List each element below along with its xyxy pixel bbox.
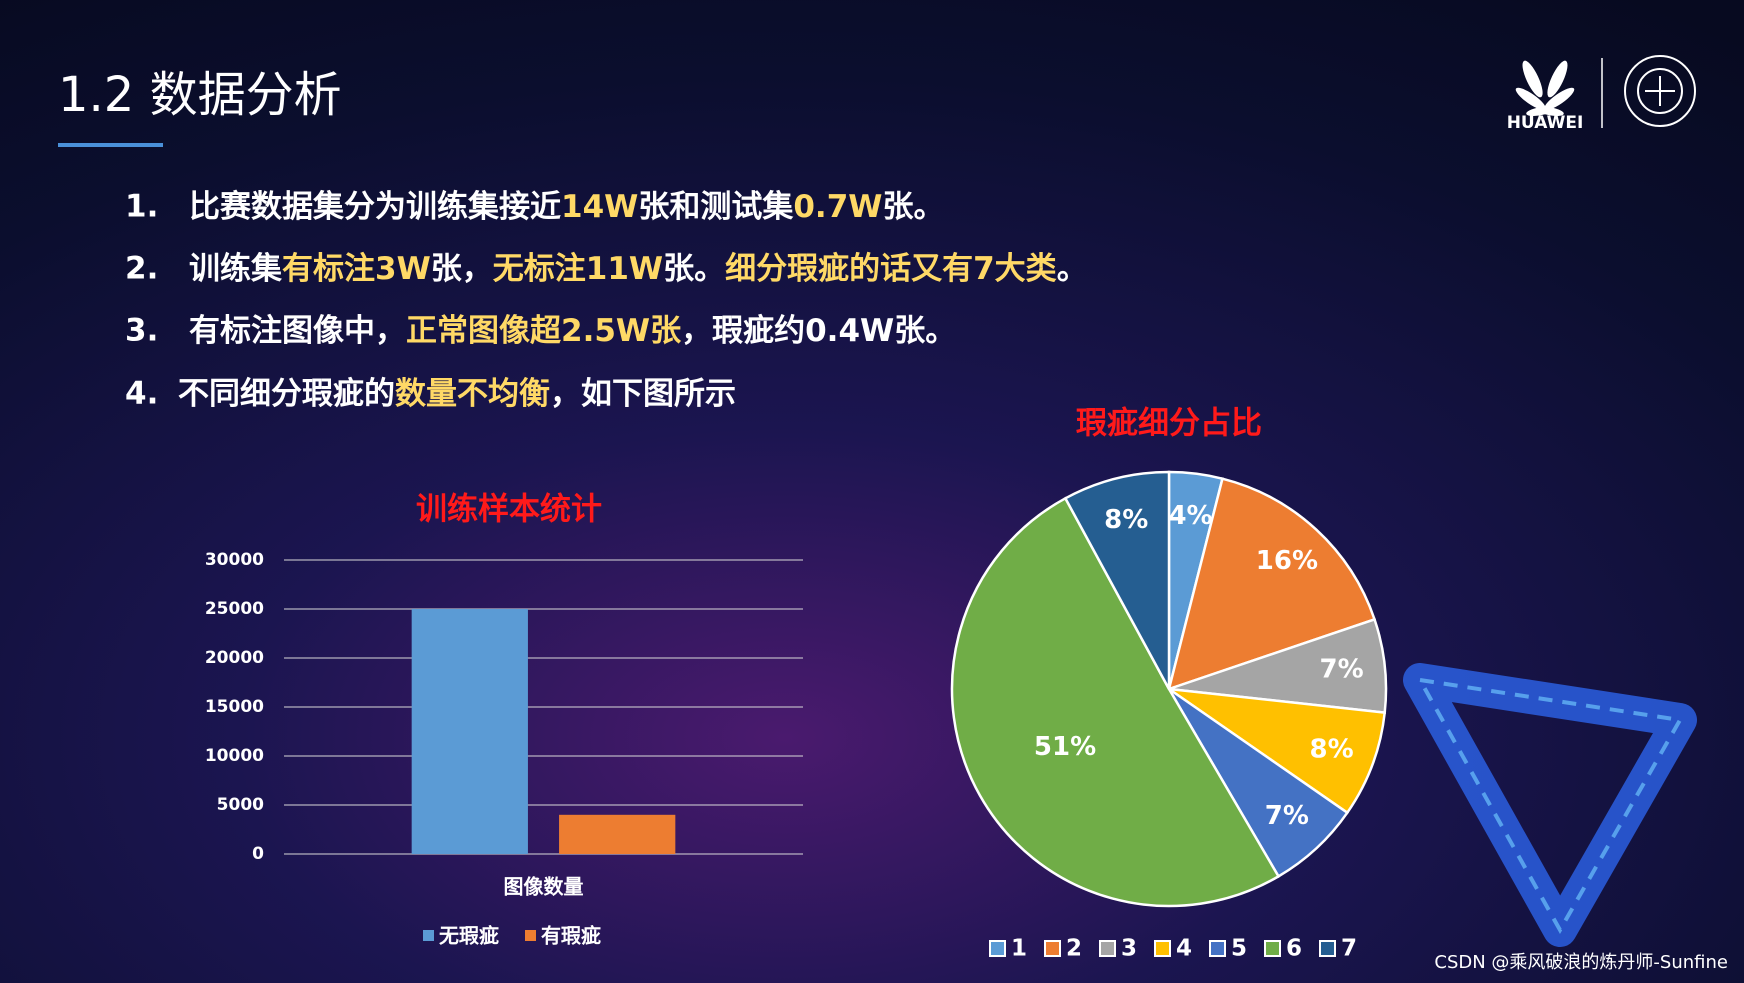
legend-swatch: [423, 930, 434, 941]
bullet-list: 1. 比赛数据集分为训练集接近14W张和测试集0.7W张。2. 训练集有标注3W张，…: [125, 189, 1088, 412]
legend-swatch: [525, 930, 536, 941]
bullet-text: 比赛数据集分为训练集接近14W张和测试集0.7W张。: [189, 189, 944, 225]
bullet-segment: 数量不均衡: [395, 376, 550, 412]
legend-swatch: [1099, 940, 1116, 957]
y-tick-label: 5000: [217, 795, 264, 815]
data-label: 4%: [1168, 501, 1212, 531]
decor-3d-frame: [1403, 663, 1697, 947]
bullet-number: 2.: [125, 251, 158, 287]
x-tick-label: 图像数量: [504, 875, 584, 899]
bullet-segment: 张。: [663, 251, 725, 287]
slide-title: 1.2 数据分析: [58, 67, 342, 123]
bullet-segment: 张和测试集: [638, 189, 793, 225]
bullet-text: 训练集有标注3W张，无标注11W张。细分瑕疵的话又有7大类。: [189, 251, 1088, 287]
bullet-number: 4.: [125, 376, 158, 412]
bullet-text: 有标注图像中，正常图像超2.5W张，瑕疵约0.4W张。: [189, 313, 956, 349]
data-label: 7%: [1265, 801, 1309, 831]
legend-swatch: [1319, 940, 1336, 957]
legend-label: 1: [1011, 936, 1027, 962]
y-tick-label: 10000: [205, 746, 264, 766]
bullet-segment: ，瑕疵约0.4W张。: [681, 313, 956, 349]
data-label: 8%: [1104, 505, 1148, 535]
y-tick-label: 20000: [205, 648, 264, 668]
bullet-segment: 训练集: [189, 251, 282, 287]
title-underline: [58, 143, 163, 147]
bar: [411, 609, 528, 854]
society-logo: [1624, 55, 1696, 127]
legend-label: 6: [1286, 936, 1302, 962]
y-tick-label: 30000: [205, 550, 264, 570]
bullet-segment: 正常图像超2.5W张: [406, 313, 681, 349]
charts: 训练样本统计 0 5000 10000 15000 20000 25000 30000 图像数量…: [205, 406, 1388, 962]
logo-text: HUAWEI: [1507, 113, 1584, 133]
legend-label: 7: [1341, 936, 1357, 962]
y-tick-label: 0: [252, 844, 264, 864]
data-label: 7%: [1319, 655, 1363, 685]
bar: [559, 814, 676, 854]
bullet-segment: ，如下图所示: [550, 376, 736, 412]
data-label: 16%: [1256, 546, 1318, 576]
bullet-segment: 不同细分瑕疵的: [178, 376, 395, 412]
bullet-segment: 比赛数据集分为训练集接近: [189, 189, 561, 225]
bullet-number: 1.: [125, 189, 158, 225]
bullet-segment: 张，: [431, 251, 493, 287]
legend-swatch: [1154, 940, 1171, 957]
bullet-segment: 14W: [561, 189, 638, 225]
bullet-segment: 有标注图像中，: [189, 313, 406, 349]
legend-label: 3: [1121, 936, 1137, 962]
bullet-segment: 无标注11W: [493, 251, 663, 287]
bullet-segment: 有标注3W: [282, 251, 431, 287]
legend-swatch: [1264, 940, 1281, 957]
legend-label: 4: [1176, 936, 1192, 962]
pie-slice: [1063, 470, 1171, 690]
huawei-logo: HUAWEI: [1507, 60, 1584, 133]
legend-label: 有瑕疵: [541, 924, 601, 948]
bullet-segment: 0.7W: [793, 189, 882, 225]
legend-label: 无瑕疵: [439, 924, 499, 948]
bullet-number: 3.: [125, 313, 158, 349]
data-label: 51%: [1034, 732, 1096, 762]
legend-swatch: [989, 940, 1006, 957]
bullet-segment: 细分瑕疵的话又有7大类: [725, 251, 1057, 287]
pie-slice: [1168, 687, 1387, 815]
y-tick-label: 25000: [205, 599, 264, 619]
legend-swatch: [1209, 940, 1226, 957]
bullet-segment: 张。: [882, 189, 944, 225]
pie-slice: [950, 496, 1281, 908]
y-tick-label: 15000: [205, 697, 264, 717]
bullet-text: 不同细分瑕疵的数量不均衡，如下图所示: [178, 376, 736, 412]
legend-label: 2: [1066, 936, 1082, 962]
legend-swatch: [1044, 940, 1061, 957]
watermark: CSDN @乘风破浪的炼丹师-Sunfine: [1434, 952, 1728, 973]
legend-label: 5: [1231, 936, 1247, 962]
chart-title: 瑕疵细分占比: [1076, 406, 1262, 442]
chart-title: 训练样本统计: [416, 492, 602, 528]
bullet-segment: 。: [1057, 251, 1088, 287]
data-label: 8%: [1310, 734, 1354, 764]
